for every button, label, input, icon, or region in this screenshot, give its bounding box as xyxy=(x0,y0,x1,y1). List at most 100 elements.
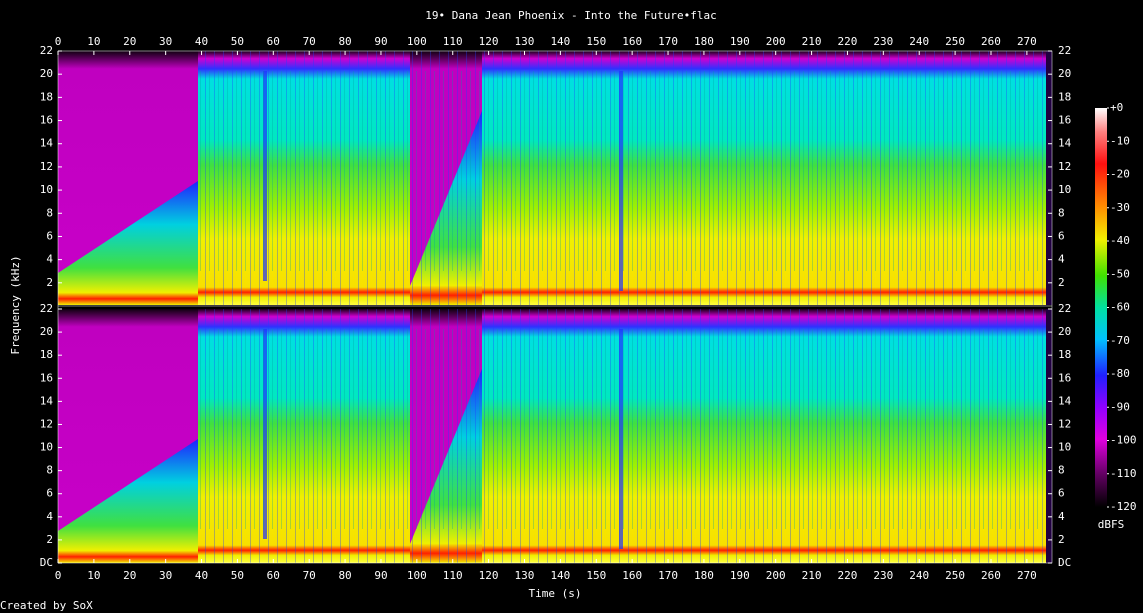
y-tick-label: 20 xyxy=(1058,67,1071,80)
x-tick-label: 160 xyxy=(622,35,642,48)
x-tick-label: 110 xyxy=(443,35,463,48)
colorbar-tick-label: -10 xyxy=(1110,134,1130,147)
x-tick-label: 60 xyxy=(267,569,280,582)
y-tick-label: 14 xyxy=(1058,137,1072,150)
colorbar-tick-label: -40 xyxy=(1110,234,1130,247)
colorbar-tick-label: -70 xyxy=(1110,334,1130,347)
y-tick-label: 18 xyxy=(40,348,53,361)
y-tick-label: 18 xyxy=(1058,90,1071,103)
y-tick-label: 14 xyxy=(40,394,54,407)
y-tick-label: 8 xyxy=(1058,206,1065,219)
x-tick-label: 80 xyxy=(338,35,351,48)
x-tick-label: 70 xyxy=(303,35,316,48)
x-tick-label: 250 xyxy=(945,35,965,48)
x-tick-label: 220 xyxy=(838,569,858,582)
x-tick-label: 150 xyxy=(586,569,606,582)
x-tick-label: 20 xyxy=(123,569,136,582)
y-tick-label: 6 xyxy=(1058,229,1065,242)
x-tick-label: 150 xyxy=(586,35,606,48)
x-tick-label: 50 xyxy=(231,35,244,48)
y-tick-label: 4 xyxy=(46,253,53,266)
y-tick-label: 12 xyxy=(1058,417,1071,430)
x-axis-label: Time (s) xyxy=(529,587,582,600)
y-tick-label: 10 xyxy=(40,183,53,196)
x-tick-label: 90 xyxy=(374,35,387,48)
x-tick-label: 30 xyxy=(159,569,172,582)
colorbar-tick-label: -90 xyxy=(1110,400,1130,413)
x-tick-label: 0 xyxy=(55,35,62,48)
colorbar-tick-label: -20 xyxy=(1110,168,1130,181)
y-tick-label: 4 xyxy=(1058,510,1065,523)
plot-frame xyxy=(57,50,1053,564)
colorbar-label: dBFS xyxy=(1098,518,1125,531)
y-tick-label: 14 xyxy=(40,137,54,150)
colorbar-tick-label: -100 xyxy=(1110,434,1137,447)
y-tick-label: 8 xyxy=(1058,464,1065,477)
x-tick-label: 130 xyxy=(515,35,535,48)
y-tick-label: 20 xyxy=(40,325,53,338)
y-tick-label: 2 xyxy=(1058,533,1065,546)
x-tick-label: 270 xyxy=(1017,569,1037,582)
x-tick-label: 180 xyxy=(694,569,714,582)
x-tick-label: 40 xyxy=(195,569,208,582)
x-tick-label: 50 xyxy=(231,569,244,582)
y-tick-label: 22 xyxy=(1058,302,1071,315)
x-tick-label: 40 xyxy=(195,35,208,48)
y-tick-label: 4 xyxy=(46,510,53,523)
y-tick-label: 22 xyxy=(1058,44,1071,57)
x-tick-label: 100 xyxy=(407,35,427,48)
x-tick-label: 180 xyxy=(694,35,714,48)
y-tick-label: 6 xyxy=(46,229,53,242)
x-tick-label: 210 xyxy=(802,35,822,48)
y-tick-label: 16 xyxy=(1058,371,1071,384)
x-tick-label: 140 xyxy=(550,569,570,582)
y-tick-label: 2 xyxy=(1058,276,1065,289)
y-tick-label: 18 xyxy=(40,90,53,103)
colorbar xyxy=(1095,108,1107,507)
x-tick-label: 130 xyxy=(515,569,535,582)
y-tick-label: 10 xyxy=(1058,441,1071,454)
colorbar-tick-label: -30 xyxy=(1110,201,1130,214)
x-tick-label: 120 xyxy=(479,569,499,582)
colorbar-tick-label: -80 xyxy=(1110,367,1130,380)
y-tick-label: 16 xyxy=(1058,114,1071,127)
y-tick-label: 2 xyxy=(46,276,53,289)
chart-title: 19• Dana Jean Phoenix - Into the Future•… xyxy=(425,9,716,22)
y-tick-label: 22 xyxy=(40,44,53,57)
x-tick-label: 10 xyxy=(87,35,100,48)
x-tick-label: 10 xyxy=(87,569,100,582)
y-tick-label: 16 xyxy=(40,114,53,127)
y-tick-label: 12 xyxy=(40,417,53,430)
y-tick-label: 6 xyxy=(46,487,53,500)
y-tick-label: 4 xyxy=(1058,253,1065,266)
y-tick-label: 8 xyxy=(46,464,53,477)
y-tick-label: 18 xyxy=(1058,348,1071,361)
y-tick-label: 14 xyxy=(1058,394,1072,407)
x-tick-label: 80 xyxy=(338,569,351,582)
y-tick-label: DC xyxy=(40,556,53,569)
x-tick-label: 60 xyxy=(267,35,280,48)
x-tick-label: 240 xyxy=(909,35,929,48)
x-tick-label: 260 xyxy=(981,569,1001,582)
x-tick-label: 120 xyxy=(479,35,499,48)
x-tick-label: 70 xyxy=(303,569,316,582)
x-tick-label: 260 xyxy=(981,35,1001,48)
y-tick-label: 10 xyxy=(40,441,53,454)
x-tick-label: 190 xyxy=(730,569,750,582)
x-tick-label: 270 xyxy=(1017,35,1037,48)
x-tick-label: 110 xyxy=(443,569,463,582)
x-tick-label: 230 xyxy=(873,35,893,48)
y-tick-label: 20 xyxy=(1058,325,1071,338)
y-tick-label: 8 xyxy=(46,206,53,219)
x-tick-label: 200 xyxy=(766,569,786,582)
x-tick-label: 230 xyxy=(873,569,893,582)
x-tick-label: 190 xyxy=(730,35,750,48)
colorbar-tick-label: -110 xyxy=(1110,467,1137,480)
x-tick-label: 170 xyxy=(658,569,678,582)
spectrogram-channel-2 xyxy=(58,309,1052,563)
y-tick-label: 12 xyxy=(1058,160,1071,173)
y-tick-label: 20 xyxy=(40,67,53,80)
x-tick-label: 90 xyxy=(374,569,387,582)
footer: Created by SoX xyxy=(0,599,93,612)
